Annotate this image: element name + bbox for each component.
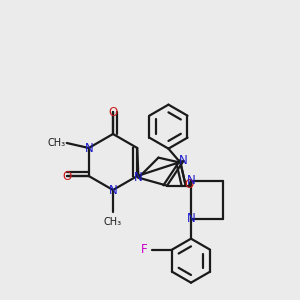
Text: CH₃: CH₃ (48, 138, 66, 148)
Text: N: N (187, 174, 195, 187)
Text: F: F (141, 243, 147, 256)
Text: N: N (179, 154, 188, 167)
Text: O: O (108, 106, 118, 118)
Text: N: N (134, 171, 143, 184)
Text: O: O (62, 169, 71, 182)
Text: CH₃: CH₃ (104, 217, 122, 227)
Text: N: N (84, 142, 93, 154)
Text: N: N (109, 184, 117, 196)
Text: N: N (187, 212, 195, 225)
Text: O: O (185, 178, 194, 191)
